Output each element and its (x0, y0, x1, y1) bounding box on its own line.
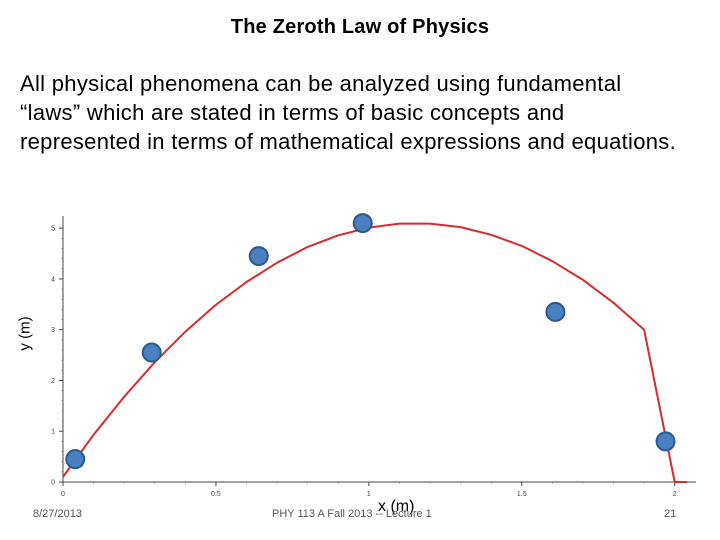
x-tick-label: 0 (61, 491, 65, 498)
chart-axes (62, 216, 696, 483)
chart-points-layer (65, 213, 676, 470)
y-tick-label: 0 (51, 480, 55, 487)
footer-page-number: 21 (664, 508, 677, 520)
y-tick-label: 1 (51, 429, 55, 436)
chart-curve-layer (62, 222, 687, 483)
y-tick-label: 3 (51, 327, 55, 334)
y-tick-label: 2 (51, 378, 55, 385)
x-tick-label: 2 (673, 491, 677, 498)
x-tick-label: 1.5 (517, 491, 527, 498)
data-point (655, 431, 676, 452)
x-tick-label: 0.5 (211, 491, 221, 498)
x-tick-label: 1 (367, 491, 371, 498)
slide-body-text: All physical phenomena can be analyzed u… (20, 71, 677, 154)
y-tick-label: 5 (51, 226, 55, 233)
slide-title: The Zeroth Law of Physics (230, 16, 490, 38)
y-tick-label: 4 (51, 276, 55, 283)
footer-course: PHY 113 A Fall 2013 -- Lecture 1 (272, 508, 432, 520)
trajectory-chart: 0 0.5 1 1.5 2 0 1 2 3 4 5 (51, 213, 696, 498)
chart-ticks: 0 0.5 1 1.5 2 0 1 2 3 4 5 (51, 226, 677, 498)
data-point (545, 301, 566, 322)
data-point (352, 213, 373, 234)
trajectory-curve (62, 222, 687, 483)
y-axis-title: y (m) (16, 316, 34, 351)
data-point (65, 449, 86, 470)
x-axis-title: x (m) (378, 498, 415, 515)
footer-date: 8/27/2013 (33, 508, 82, 520)
data-point (248, 246, 269, 267)
data-point (141, 342, 162, 363)
